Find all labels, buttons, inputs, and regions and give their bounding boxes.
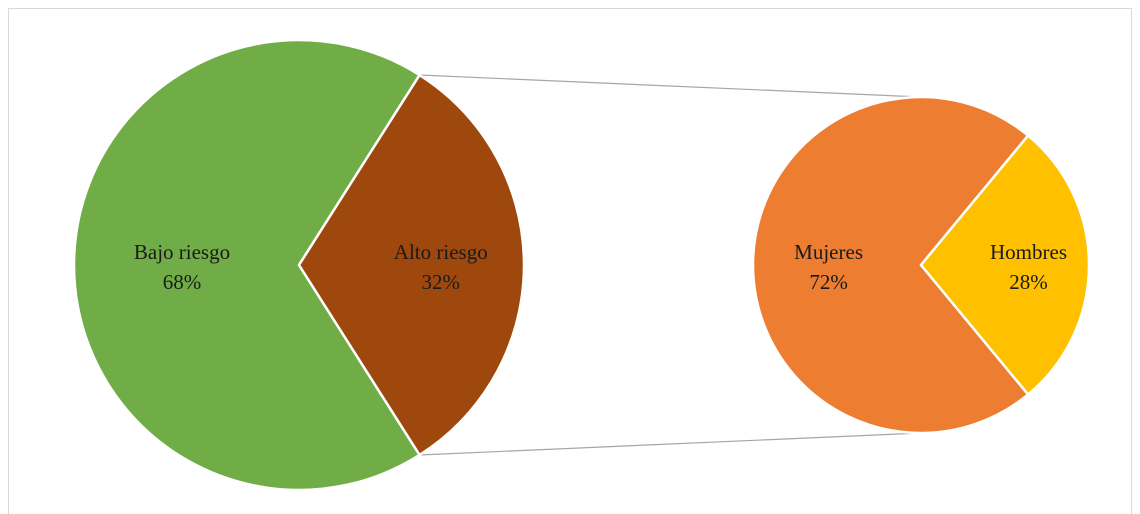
data-value-bajo-riesgo: 68% xyxy=(163,270,202,294)
main-slice-bajo-riesgo xyxy=(72,38,421,492)
data-labels: Bajo riesgo 68% Alto riesgo 32% Mujeres 72% Ho… xyxy=(134,240,1067,294)
breakdown-slice-hombres xyxy=(919,134,1091,396)
breakdown-slice-mujeres xyxy=(751,95,1030,435)
breakdown-pie xyxy=(751,95,1091,435)
main-slice-alto-riesgo xyxy=(297,73,526,457)
main-pie xyxy=(72,38,526,492)
data-value-hombres: 28% xyxy=(1009,270,1048,294)
data-label-bajo-riesgo: Bajo riesgo xyxy=(134,240,230,264)
data-value-mujeres: 72% xyxy=(809,270,848,294)
connector-lines xyxy=(419,74,922,456)
data-label-alto-riesgo: Alto riesgo xyxy=(394,240,488,264)
data-value-alto-riesgo: 32% xyxy=(422,270,461,294)
connector-line-bottom xyxy=(419,432,922,456)
data-label-mujeres: Mujeres xyxy=(794,240,863,264)
data-label-hombres: Hombres xyxy=(990,240,1067,264)
connector-line-top xyxy=(419,74,922,98)
